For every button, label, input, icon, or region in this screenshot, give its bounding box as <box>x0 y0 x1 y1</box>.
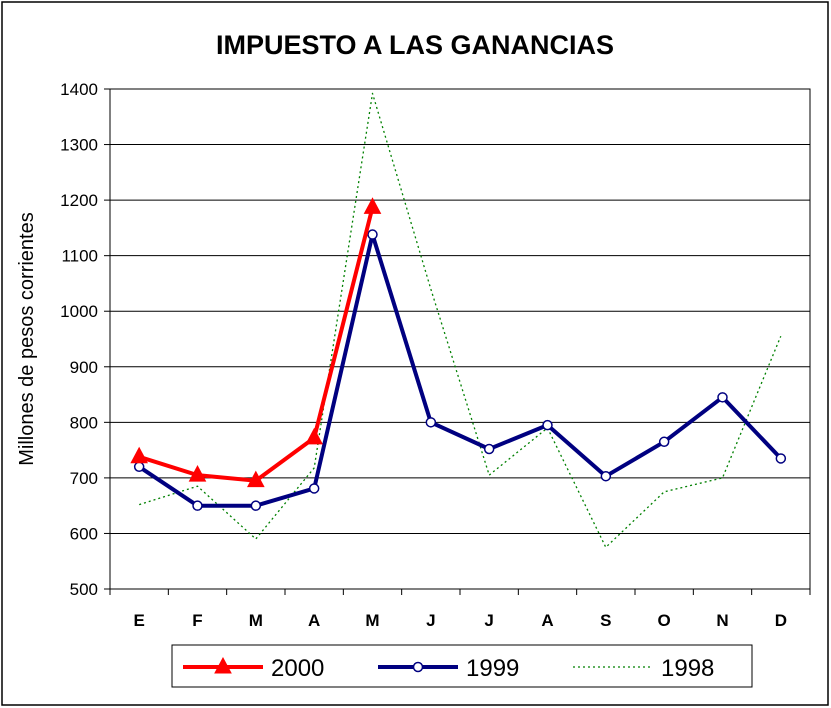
legend-marker <box>214 656 232 674</box>
y-tick-label: 500 <box>70 580 98 599</box>
legend-item-1998: 1998 <box>573 655 714 682</box>
x-tick-label: M <box>249 611 263 630</box>
data-point <box>775 453 787 464</box>
legend: 2000 1999 1998 <box>171 644 753 688</box>
data-point <box>658 436 670 448</box>
x-tick-label: A <box>308 611 320 630</box>
legend-label: 1999 <box>466 655 519 682</box>
x-tick-label: F <box>192 611 202 630</box>
series-1999 <box>133 229 787 511</box>
x-tick-label: M <box>365 611 379 630</box>
legend-items: 2000 1999 1998 <box>183 655 714 682</box>
series-2000 <box>130 197 382 488</box>
chart-title: IMPUESTO A LAS GANANCIAS <box>216 30 614 60</box>
x-tick-label: S <box>600 611 611 630</box>
x-tick-label: J <box>484 611 493 630</box>
x-tick-label: N <box>716 611 728 630</box>
data-point <box>483 443 495 455</box>
data-point <box>600 470 612 482</box>
data-point <box>425 417 437 428</box>
data-point <box>246 470 265 488</box>
data-point <box>363 197 382 214</box>
x-tick-label: E <box>133 611 144 630</box>
legend-label: 2000 <box>271 655 324 682</box>
y-tick-label: 1200 <box>60 191 98 210</box>
data-point <box>188 465 207 482</box>
x-tick-label: O <box>658 611 671 630</box>
series-line-1998 <box>139 92 782 548</box>
data-point <box>717 392 728 403</box>
data-point <box>308 483 320 494</box>
data-point <box>542 419 553 431</box>
y-tick-label: 1000 <box>60 302 98 321</box>
series-line-1999 <box>138 232 783 508</box>
series-1998 <box>139 92 782 548</box>
y-tick-label: 1300 <box>60 136 98 155</box>
data-point <box>250 500 262 511</box>
x-tick-label: D <box>775 611 787 630</box>
axes: 500 600 700 800 900 1000 1100 1200 1300 1400 E F M A M… <box>60 80 811 630</box>
y-tick-label: 800 <box>70 413 98 432</box>
x-tick-label: J <box>426 611 435 630</box>
legend-item-2000: 2000 <box>183 655 324 682</box>
data-point <box>367 229 378 240</box>
y-tick-label: 1100 <box>61 247 98 266</box>
data-point <box>192 500 203 511</box>
y-tick-label: 700 <box>70 469 98 488</box>
x-tick-label: A <box>541 611 553 630</box>
legend-label: 1998 <box>661 655 714 682</box>
y-tick-label: 900 <box>70 358 98 377</box>
data-point <box>133 461 145 473</box>
legend-box <box>171 644 753 688</box>
y-axis-label: Millones de pesos corrientes <box>16 212 38 465</box>
y-tick-label: 1400 <box>60 80 98 99</box>
legend-item-1999: 1999 <box>378 655 519 682</box>
y-tick-label: 600 <box>70 524 98 543</box>
data-point <box>130 446 149 464</box>
data-point <box>305 427 323 445</box>
series-layer <box>130 92 787 548</box>
legend-marker <box>412 661 424 673</box>
